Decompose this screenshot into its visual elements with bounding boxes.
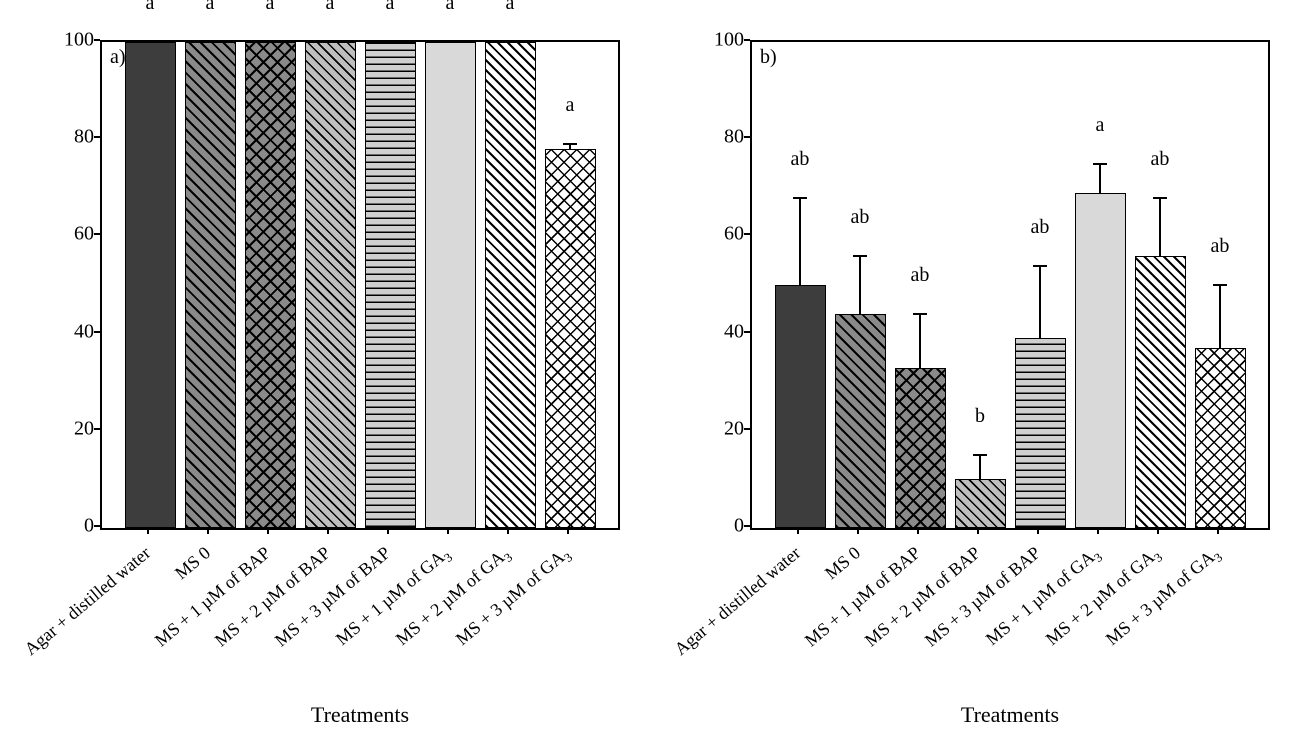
- bar: [185, 42, 236, 528]
- figure: a) Callluses formation (%) aaaaaaaa Trea…: [0, 0, 1299, 756]
- y-tick-label: 100: [60, 29, 94, 52]
- error-bar: [1219, 285, 1221, 348]
- y-tick-label: 0: [60, 515, 94, 538]
- y-tick: [94, 39, 100, 41]
- y-tick: [94, 525, 100, 527]
- panel-b-x-axis-title: Treatments: [750, 702, 1270, 728]
- significance-label: ab: [1031, 216, 1050, 239]
- significance-label: a: [506, 0, 515, 15]
- significance-label: ab: [1211, 235, 1230, 258]
- significance-label: b: [975, 405, 985, 428]
- significance-label: a: [566, 94, 575, 117]
- x-tick: [207, 528, 209, 534]
- error-cap: [1093, 163, 1107, 165]
- x-tick: [1157, 528, 1159, 534]
- y-tick-label: 20: [60, 417, 94, 440]
- significance-label: a: [146, 0, 155, 15]
- error-cap: [973, 454, 987, 456]
- bar: [485, 42, 536, 528]
- y-tick-label: 40: [710, 320, 744, 343]
- bar: [1195, 348, 1246, 528]
- x-tick: [1037, 528, 1039, 534]
- bar: [545, 149, 596, 528]
- y-tick-label: 40: [60, 320, 94, 343]
- y-tick-label: 60: [710, 223, 744, 246]
- bar: [775, 285, 826, 528]
- error-cap: [1213, 284, 1227, 286]
- error-cap: [853, 255, 867, 257]
- x-tick: [267, 528, 269, 534]
- x-tick: [147, 528, 149, 534]
- bar: [305, 42, 356, 528]
- panel-a-plot-area: aaaaaaaa: [100, 40, 620, 530]
- error-cap: [563, 143, 577, 145]
- error-bar: [1099, 164, 1101, 193]
- error-cap: [1033, 265, 1047, 267]
- error-bar: [859, 256, 861, 314]
- y-tick: [744, 39, 750, 41]
- significance-label: ab: [851, 206, 870, 229]
- y-tick: [94, 233, 100, 235]
- error-bar: [979, 455, 981, 479]
- bar: [1135, 256, 1186, 528]
- significance-label: a: [206, 0, 215, 15]
- bar: [125, 42, 176, 528]
- x-tick: [977, 528, 979, 534]
- y-tick-label: 80: [710, 126, 744, 149]
- y-tick-label: 80: [60, 126, 94, 149]
- x-tick: [1217, 528, 1219, 534]
- y-tick: [94, 136, 100, 138]
- bar: [1075, 193, 1126, 528]
- x-tick: [917, 528, 919, 534]
- y-tick-label: 100: [710, 29, 744, 52]
- y-tick-label: 20: [710, 417, 744, 440]
- panel-b-label: b): [760, 46, 777, 69]
- significance-label: a: [326, 0, 335, 15]
- y-tick-label: 0: [710, 515, 744, 538]
- significance-label: a: [386, 0, 395, 15]
- y-tick: [94, 331, 100, 333]
- y-tick: [744, 331, 750, 333]
- significance-label: ab: [911, 264, 930, 287]
- panel-a: a) Callluses formation (%) aaaaaaaa Trea…: [10, 20, 640, 736]
- bar: [835, 314, 886, 528]
- significance-label: a: [266, 0, 275, 15]
- error-bar: [919, 314, 921, 367]
- bar: [895, 368, 946, 528]
- significance-label: ab: [791, 148, 810, 171]
- x-tick: [857, 528, 859, 534]
- significance-label: a: [446, 0, 455, 15]
- error-cap: [793, 197, 807, 199]
- significance-label: ab: [1151, 148, 1170, 171]
- x-tick: [567, 528, 569, 534]
- panel-b: b) Calluses oxidation (%) abababbabaabab…: [660, 20, 1290, 736]
- panel-a-label: a): [110, 46, 126, 69]
- y-tick: [744, 428, 750, 430]
- bar: [1015, 338, 1066, 528]
- error-bar: [1159, 198, 1161, 256]
- y-tick: [744, 136, 750, 138]
- error-cap: [1153, 197, 1167, 199]
- panel-b-plot-area: ab ab ab b ab a ab ab: [750, 40, 1270, 530]
- error-bar: [1039, 266, 1041, 339]
- x-tick: [797, 528, 799, 534]
- x-tick: [327, 528, 329, 534]
- bar: [245, 42, 296, 528]
- x-tick: [447, 528, 449, 534]
- error-cap: [913, 313, 927, 315]
- panel-a-x-axis-title: Treatments: [100, 702, 620, 728]
- y-tick: [744, 525, 750, 527]
- significance-label: a: [1096, 114, 1105, 137]
- x-tick: [507, 528, 509, 534]
- x-tick: [387, 528, 389, 534]
- y-tick: [94, 428, 100, 430]
- bar: [425, 42, 476, 528]
- x-tick: [1097, 528, 1099, 534]
- error-bar: [799, 198, 801, 285]
- y-tick-label: 60: [60, 223, 94, 246]
- bar: [365, 42, 416, 528]
- bar: [955, 479, 1006, 528]
- y-tick: [744, 233, 750, 235]
